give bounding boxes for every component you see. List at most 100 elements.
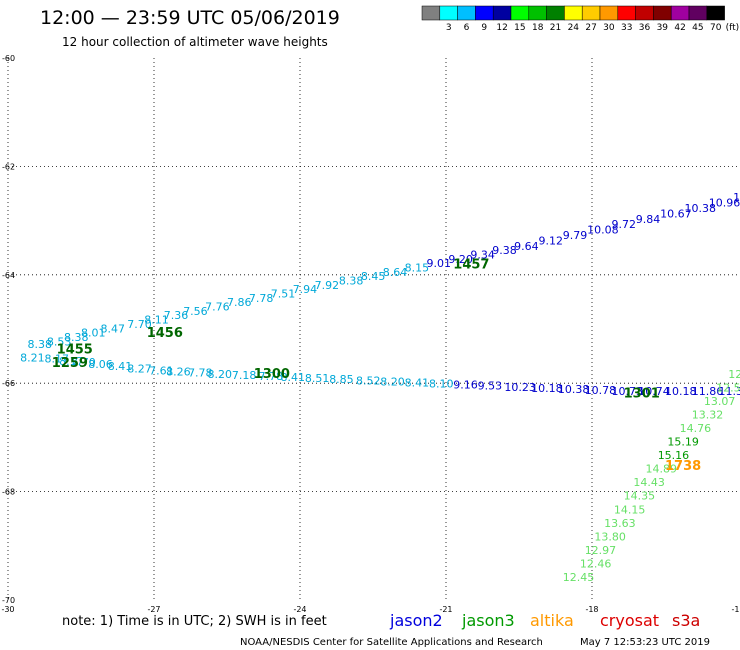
swh-value: 11.08 [733, 191, 740, 204]
swh-value: 10.73 [611, 385, 643, 398]
swh-value: 9.34 [470, 249, 495, 262]
swh-value: 8.51 [305, 372, 330, 385]
plot-grid [7, 58, 738, 600]
chart-subtitle: 12 hour collection of altimeter wave hei… [62, 35, 328, 49]
swh-value: 10.96 [709, 197, 740, 210]
swh-value: 7.86 [227, 296, 252, 309]
swh-value: 10.08 [587, 224, 619, 237]
legend-label: 30 [603, 23, 615, 33]
swh-value: 9.79 [563, 229, 588, 242]
swh-value: 8.38 [27, 338, 52, 351]
pass-time-label: 1455 [57, 342, 93, 357]
swh-value: 10.23 [504, 381, 536, 394]
y-tick-label: -66 [2, 379, 15, 388]
swh-value: 7.36 [164, 309, 189, 322]
swh-value: 9.64 [514, 240, 539, 253]
swh-value: 7.61 [149, 365, 174, 378]
pass-time-label: 1456 [147, 326, 183, 341]
legend-label: 33 [621, 23, 632, 33]
swh-value: 8.53 [47, 335, 72, 348]
x-tick-label: -24 [293, 605, 306, 614]
swh-value: 10.18 [531, 382, 563, 395]
swh-value: 10.78 [585, 384, 617, 397]
chart-title: 12:00 — 23:59 UTC 05/06/2019 [40, 7, 340, 29]
swh-value: 8.45 [361, 270, 386, 283]
swh-value: 8.64 [383, 266, 408, 279]
swh-value: 8.38 [339, 275, 364, 288]
legend-swatch [457, 5, 476, 21]
swh-value: 8.17 [45, 353, 70, 366]
pass-time-label: 1457 [453, 257, 489, 272]
swh-value: 7.78 [249, 292, 274, 305]
swh-value: 11.38 [719, 385, 740, 398]
swh-value: 9.84 [636, 213, 661, 226]
swh-value: 8.01 [81, 327, 106, 340]
pass-time-labels: 1455 1456 1457 1259 1300 1301 1738 [52, 257, 701, 474]
swh-value: 8.17 [59, 355, 84, 368]
swh-value: 8.52 [356, 374, 381, 387]
legend-label: 21 [550, 23, 561, 33]
swh-value: 13.80 [594, 530, 626, 543]
swh-value: 8.10 [429, 378, 454, 391]
swh-value: 10.38 [684, 202, 716, 215]
legend-swatch [581, 5, 601, 21]
swh-value: 15.16 [658, 449, 690, 462]
legend-label: 36 [639, 23, 651, 33]
legend-swatch [475, 5, 494, 21]
swh-value: 8.41 [281, 371, 306, 384]
swh-value: 10.18 [665, 385, 697, 398]
satellite-name-jason3: jason3 [461, 611, 515, 630]
pass-time-label: 1738 [665, 459, 701, 474]
legend-label: 18 [532, 23, 544, 33]
swh-value: 9.01 [427, 257, 452, 270]
swh-value: 8.11 [144, 314, 169, 327]
legend-swatch [528, 5, 547, 21]
swh-value: 10.38 [558, 383, 590, 396]
y-tick-label: -68 [2, 488, 15, 497]
swh-value: 12. [728, 368, 740, 381]
swh-value: 9.16 [453, 379, 478, 392]
wave-height-points: 8.388.538.388.018.47 7.708.117.367.567.76… [20, 191, 740, 584]
swh-value: 9.38 [492, 244, 517, 257]
y-tick-label: -62 [2, 162, 15, 171]
swh-value: 8.15 [405, 262, 430, 275]
legend-label: 9 [481, 23, 487, 33]
legend-label: 39 [657, 23, 669, 33]
swh-value: 12.46 [580, 557, 612, 570]
legend-label: 6 [464, 23, 470, 33]
swh-value: 12.45 [563, 571, 595, 584]
legend-swatch [492, 5, 512, 21]
swh-value: 9.72 [611, 218, 636, 231]
swh-value: 8.27 [127, 362, 152, 375]
pass-time-label: 1301 [624, 386, 660, 401]
swh-value: 14.15 [614, 503, 646, 516]
x-tick-label: -30 [1, 605, 14, 614]
y-tick-label: -64 [2, 271, 15, 280]
color-scale-legend: 3 6 9 12 15 18 21 24 27 30 33 36 39 42 45 70 (ft) [421, 5, 739, 33]
legend-label: 27 [585, 23, 596, 33]
legend-swatch [546, 5, 565, 21]
legend-swatch [421, 5, 441, 21]
swh-value: 7.94 [293, 283, 318, 296]
legend-label: 15 [514, 23, 525, 33]
swh-value: 7.51 [271, 288, 296, 301]
footer-timestamp: May 7 12:53:23 UTC 2019 [580, 637, 710, 648]
footer-credit: NOAA/NESDIS Center for Satellite Applica… [240, 637, 543, 648]
legend-swatch [653, 5, 672, 21]
legend-label: 45 [692, 23, 703, 33]
legend-label: 24 [568, 23, 580, 33]
swh-value: 11.86 [692, 385, 724, 398]
swh-value: 13.63 [604, 517, 636, 530]
y-tick-label: -60 [2, 54, 15, 63]
swh-value: 14.43 [633, 476, 665, 489]
pass-time-label: 1300 [254, 367, 290, 382]
legend-swatch [688, 5, 708, 21]
pass-time-label: 1259 [52, 356, 88, 371]
swh-value: 7.78 [259, 370, 284, 383]
legend-label: 3 [446, 23, 452, 33]
swh-value: 12.97 [585, 544, 617, 557]
y-tick-label: -70 [2, 596, 15, 605]
satellite-name-s3a: s3a [672, 611, 700, 630]
x-tick-label: -15 [731, 605, 740, 614]
